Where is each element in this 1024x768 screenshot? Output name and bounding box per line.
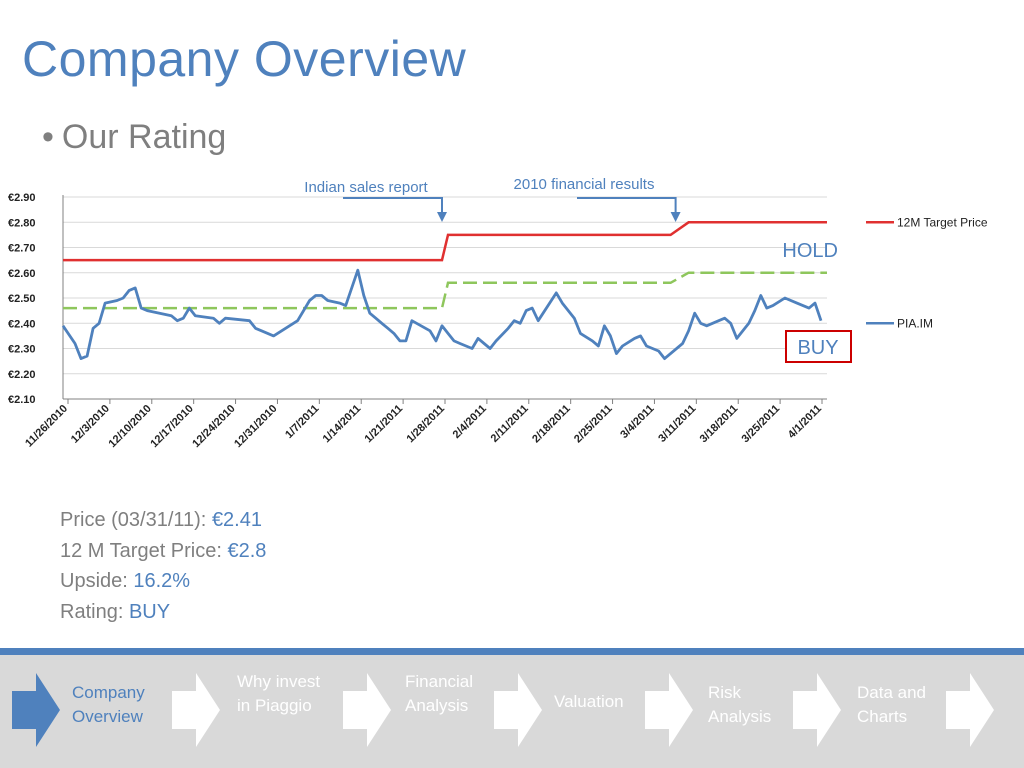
nav-label-line1: Financial [405, 672, 474, 691]
y-tick-label: €2.40 [8, 318, 36, 330]
legend-item: 12M Target Price [866, 215, 988, 229]
chart-axes [62, 195, 827, 404]
upside-row: Upside: 16.2% [60, 566, 266, 597]
rating-buy-box [785, 330, 852, 363]
rating-value: BUY [128, 600, 171, 623]
x-tick-label: 3/4/2011 [618, 403, 656, 441]
active-arrow-icon [12, 673, 60, 747]
legend-item: PIA.IM [866, 316, 933, 330]
nav-label-line2: in Piaggio [237, 696, 312, 715]
rating-label: Rating: [60, 600, 124, 623]
section-nav-bar: Company Overview Why invest in Piaggio Fin… [0, 648, 1024, 768]
rating-chart: €2.90 €2.80 €2.70 €2.60 €2.50 €2.40 €2.30 €2.20… [8, 176, 988, 450]
nav-company-overview[interactable]: Company Overview [72, 681, 212, 729]
annotation-2010-results: 2010 financial results [514, 176, 681, 222]
annotation-label: 2010 financial results [514, 176, 655, 193]
x-tick-label: 2/11/2011 [489, 403, 531, 445]
x-tick-label: 3/11/2011 [656, 403, 698, 445]
x-tick-label: 12/17/2010 [148, 403, 195, 450]
nav-label-line2: Charts [857, 707, 908, 726]
y-tick-label: €2.20 [8, 369, 36, 381]
price-line [61, 268, 823, 361]
rating-hold-label: HOLD [782, 240, 838, 262]
y-tick-label: €2.30 [8, 344, 36, 356]
rating-buy-label: BUY [797, 337, 838, 359]
annotation-arrow-line [577, 197, 677, 213]
rating-bullet: • Our Rating [42, 118, 226, 157]
legend-label: PIA.IM [897, 316, 933, 330]
annotation-arrow-line [343, 197, 443, 213]
x-tick-label: 1/21/2011 [363, 403, 406, 446]
upside-label: Upside: [60, 570, 128, 592]
x-tick-label: 2/18/2011 [530, 403, 573, 446]
x-tick-label: 4/1/2011 [786, 403, 824, 441]
y-tick-label: €2.70 [8, 243, 36, 255]
nav-risk-analysis[interactable]: Risk Analysis [708, 681, 848, 729]
nav-label-line1: Valuation [554, 692, 624, 711]
price-value: €2.41 [211, 509, 262, 531]
legend-label: 12M Target Price [897, 215, 988, 229]
arrow-right-icon [946, 673, 994, 747]
y-tick-label: €2.90 [8, 192, 36, 204]
x-tick-label: 3/25/2011 [740, 403, 783, 446]
nav-label-line2: Analysis [708, 707, 772, 726]
rating-row: Rating: BUY [60, 597, 266, 628]
annotation-label: Indian sales report [304, 179, 428, 196]
x-tick-labels: 11/26/201012/3/201012/10/201012/17/20101… [23, 403, 824, 450]
arrow-right-icon [494, 673, 542, 747]
hold-range-line [63, 271, 827, 310]
price-label: Price (03/31/11): [60, 509, 207, 531]
x-tick-label: 1/28/2011 [404, 403, 447, 446]
y-tick-label: €2.60 [8, 268, 36, 280]
nav-label-line1: Data and [857, 683, 926, 702]
rating-metrics: Price (03/31/11): €2.41 12 M Target Pric… [60, 505, 266, 627]
rating-bullet-text: Our Rating [61, 118, 227, 156]
nav-valuation[interactable]: Valuation [554, 690, 694, 714]
x-tick-label: 12/24/2010 [190, 403, 237, 450]
upside-value: 16.2% [133, 570, 191, 592]
y-tick-label: €2.50 [8, 293, 36, 305]
y-tick-labels: €2.90 €2.80 €2.70 €2.60 €2.50 €2.40 €2.30 €2.20… [8, 192, 36, 406]
x-tick-label: 1/7/2011 [283, 403, 321, 441]
down-arrow-icon [436, 212, 447, 222]
x-tick-label: 12/31/2010 [232, 403, 279, 450]
y-tick-label: €2.10 [8, 394, 36, 406]
arrow-right-icon [793, 673, 841, 747]
nav-label-line1: Why invest [237, 672, 321, 691]
nav-label-line1: Risk [708, 683, 742, 702]
nav-why-invest[interactable]: Why invest in Piaggio [237, 670, 377, 718]
arrow-right-icon [343, 673, 391, 747]
x-tick-label: 2/4/2011 [451, 403, 489, 441]
nav-label-line2: Analysis [405, 696, 469, 715]
nav-label-line2: Overview [72, 707, 143, 726]
arrow-right-icon [172, 673, 220, 747]
target-row: 12 M Target Price: €2.8 [60, 536, 266, 567]
nav-financial-analysis[interactable]: Financial Analysis [405, 670, 545, 718]
x-tick-label: 3/18/2011 [698, 403, 741, 446]
chart-ratings: HOLD BUY [782, 240, 852, 363]
x-tick-label: 11/26/2010 [23, 403, 70, 450]
x-tick-label: 12/3/2010 [69, 403, 112, 446]
price-row: Price (03/31/11): €2.41 [60, 505, 266, 536]
x-tick-label: 1/14/2011 [321, 403, 364, 446]
nav-data-and-charts[interactable]: Data and Charts [857, 681, 997, 729]
target-value: €2.8 [227, 539, 267, 562]
x-tick-label: 12/10/2010 [106, 403, 153, 450]
bullet-dot: • [42, 118, 54, 156]
x-tick-label: 2/25/2011 [572, 403, 615, 446]
chart-series [61, 221, 827, 361]
slide-title: Company Overview [22, 31, 467, 87]
target-price-line [63, 221, 827, 262]
annotation-indian-sales: Indian sales report [304, 179, 447, 222]
chart-annotations: Indian sales report 2010 financial result… [304, 176, 681, 222]
down-arrow-icon [670, 212, 681, 222]
nav-label-line1: Company [72, 683, 145, 702]
y-tick-label: €2.80 [8, 217, 36, 229]
target-label: 12 M Target Price: [60, 539, 222, 562]
arrow-right-icon [645, 673, 693, 747]
chart-legend: 12M Target Price PIA.IM [866, 215, 988, 330]
